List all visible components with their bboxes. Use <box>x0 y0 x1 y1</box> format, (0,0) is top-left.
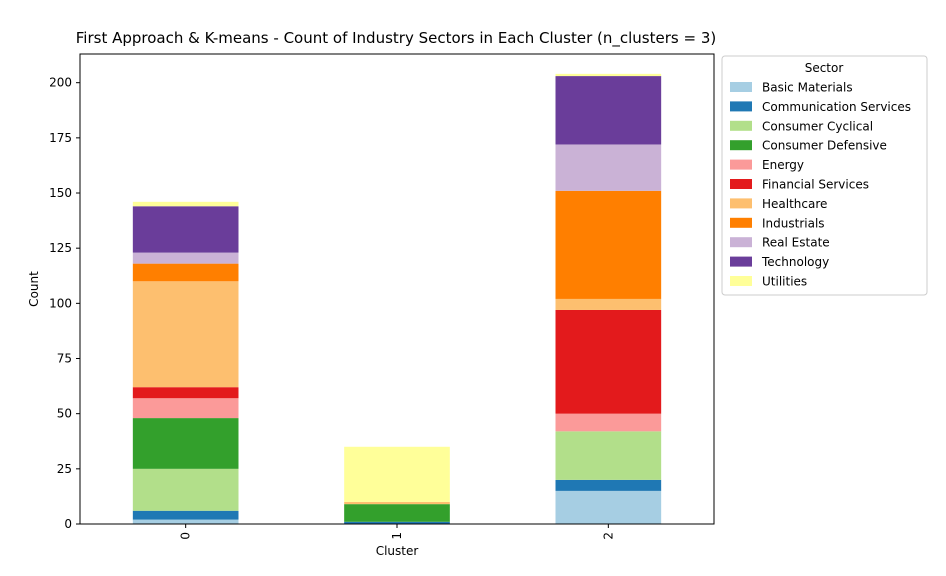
y-tick-label: 175 <box>49 131 72 145</box>
bar-cluster-1-series-1 <box>344 521 450 524</box>
bar-cluster-0-series-2 <box>132 468 239 511</box>
bar-cluster-0-series-5 <box>132 387 239 399</box>
bar-cluster-2-series-5 <box>555 309 662 414</box>
bar-cluster-1-series-3 <box>344 504 450 522</box>
y-tick-label: 0 <box>64 517 72 531</box>
x-axis-label: Cluster <box>376 544 419 558</box>
bar-cluster-0-series-0 <box>132 519 239 524</box>
legend: Sector Basic Materials Communication Serv… <box>721 55 928 296</box>
y-tick-label: 100 <box>49 296 72 310</box>
legend-swatch <box>730 159 752 170</box>
x-tick-label: 1 <box>390 532 404 540</box>
bar-cluster-2-series-2 <box>555 431 662 480</box>
bar-cluster-0-series-8 <box>132 252 239 264</box>
y-tick-label: 50 <box>57 407 72 421</box>
legend-label: Technology <box>761 255 829 269</box>
legend-label: Energy <box>762 158 804 172</box>
bar-cluster-0-series-1 <box>132 510 239 520</box>
bar-cluster-0-series-6 <box>132 281 239 388</box>
legend-label: Financial Services <box>762 178 869 192</box>
bar-cluster-2-series-4 <box>555 413 662 432</box>
legend-title: Sector <box>805 61 844 75</box>
x-axis: 0 1 2 <box>179 524 615 540</box>
legend-swatch <box>730 217 752 228</box>
legend-swatch <box>730 101 752 112</box>
y-tick-label: 75 <box>57 352 72 366</box>
bar-cluster-2-series-8 <box>555 144 662 191</box>
bar-cluster-0-series-10 <box>132 201 239 207</box>
bar-cluster-2-series-0 <box>555 490 662 524</box>
y-axis-label: Count <box>27 271 41 307</box>
bar-cluster-2-series-9 <box>555 76 662 145</box>
legend-label: Real Estate <box>762 236 830 250</box>
bar-cluster-2-series-7 <box>555 190 662 299</box>
legend-label: Communication Services <box>762 100 911 114</box>
legend-label: Basic Materials <box>762 81 853 95</box>
legend-swatch <box>730 179 752 189</box>
x-tick-label: 0 <box>179 532 193 540</box>
legend-swatch <box>730 140 752 151</box>
x-tick-label: 2 <box>601 532 615 540</box>
legend-label: Consumer Cyclical <box>762 119 873 133</box>
y-tick-label: 200 <box>49 76 72 90</box>
bar-cluster-1-series-6 <box>344 501 450 505</box>
legend-label: Healthcare <box>762 197 827 211</box>
legend-swatch <box>730 276 752 286</box>
bar-cluster-0-series-7 <box>132 263 239 282</box>
chart-title: First Approach & K-means - Count of Indu… <box>76 29 716 48</box>
legend-swatch <box>730 198 752 209</box>
legend-items: Basic Materials Communication Services Con… <box>730 81 911 289</box>
legend-swatch <box>730 82 752 92</box>
y-tick-label: 25 <box>57 462 72 476</box>
bars-layer <box>132 73 662 524</box>
bar-cluster-0-series-9 <box>132 206 239 253</box>
bar-cluster-1-series-10 <box>344 446 450 502</box>
legend-swatch <box>730 120 752 131</box>
y-tick-label: 125 <box>49 241 72 255</box>
legend-swatch <box>730 237 752 248</box>
y-tick-label: 150 <box>49 186 72 200</box>
y-axis: 0 25 50 75 100 125 150 175 200 <box>49 76 80 531</box>
legend-swatch <box>730 256 752 267</box>
bar-cluster-2-series-1 <box>555 479 662 491</box>
bar-cluster-2-series-10 <box>555 73 662 77</box>
legend-label: Industrials <box>762 216 825 230</box>
legend-label: Utilities <box>762 275 807 289</box>
legend-label: Consumer Defensive <box>762 139 887 153</box>
legend-frame <box>721 55 928 296</box>
bar-cluster-2-series-6 <box>555 298 662 310</box>
bar-cluster-0-series-3 <box>132 418 239 469</box>
bar-cluster-0-series-4 <box>132 398 239 419</box>
